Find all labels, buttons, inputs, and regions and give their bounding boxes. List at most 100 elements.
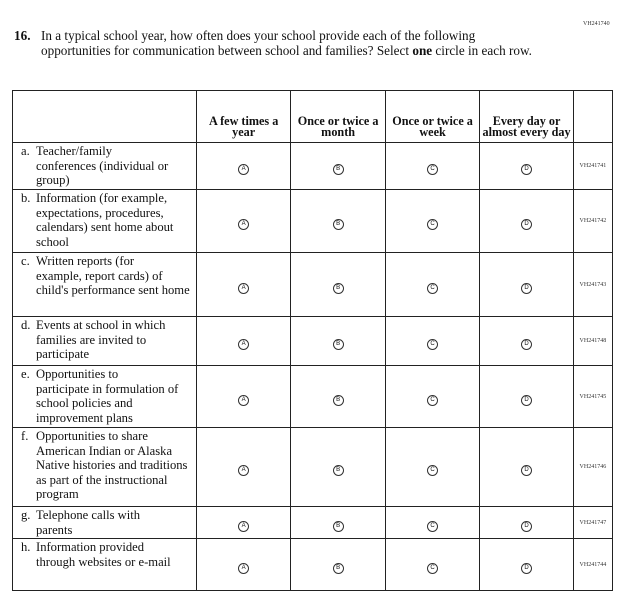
choice-cell: C <box>384 365 481 428</box>
choice-cell: B <box>290 189 386 253</box>
row-label: g. Telephone calls with parents <box>12 505 197 540</box>
row-label: d. Events at school in which families are … <box>12 316 197 366</box>
radio-circle[interactable]: A <box>238 164 250 175</box>
radio-circle[interactable]: C <box>427 394 439 406</box>
code-header <box>572 90 614 143</box>
radio-circle[interactable]: A <box>238 520 250 532</box>
question-text: 16. In a typical school year, how often … <box>14 28 534 58</box>
radio-circle[interactable]: D <box>521 520 533 532</box>
table-row: f. Opportunities to share American Indian … <box>12 427 614 507</box>
radio-circle[interactable]: A <box>238 219 250 230</box>
radio-circle[interactable]: B <box>332 520 344 532</box>
radio-circle[interactable]: D <box>521 562 533 574</box>
radio-circle[interactable]: D <box>521 164 533 175</box>
row-letter: b. <box>21 191 31 205</box>
item-code: VH241743 <box>572 252 614 317</box>
row-label: c. Written reports (for example, report ca… <box>12 252 197 317</box>
radio-circle[interactable]: B <box>332 219 344 230</box>
choice-cell: B <box>290 365 386 428</box>
row-label-text: example, report cards) of child's perfor… <box>36 268 190 298</box>
choice-cell: C <box>384 427 481 507</box>
row-label-text: participate in formulation of school pol… <box>36 381 179 425</box>
radio-circle[interactable]: D <box>521 339 533 350</box>
radio-circle[interactable]: A <box>238 339 250 350</box>
choice-cell: A <box>195 142 292 190</box>
radio-circle[interactable]: A <box>238 282 250 294</box>
item-code: VH241745 <box>572 365 614 428</box>
choice-cell: C <box>384 538 481 592</box>
radio-circle[interactable]: C <box>427 164 439 175</box>
radio-circle[interactable]: B <box>332 282 344 294</box>
row-letter: c. <box>21 254 30 268</box>
choice-cell: D <box>479 142 574 190</box>
question-number: 16. <box>14 28 31 43</box>
column-header: Once or twice a month <box>290 90 386 143</box>
table-row: c. Written reports (for example, report ca… <box>12 252 614 317</box>
row-letter: e. <box>21 367 30 381</box>
radio-circle[interactable]: B <box>332 562 344 574</box>
row-letter: f. <box>21 429 29 443</box>
row-letter: h. <box>21 540 31 555</box>
radio-circle[interactable]: C <box>427 520 439 532</box>
row-label: h. Information provided through websites o… <box>12 538 197 592</box>
row-label-text: families are invited to participate <box>36 332 147 362</box>
table-row: a. Teacher/family conferences (individual … <box>12 142 614 190</box>
choice-cell: D <box>479 252 574 317</box>
radio-circle[interactable]: C <box>427 465 439 476</box>
choice-cell: D <box>479 316 574 366</box>
column-header: Once or twice a week <box>384 90 481 143</box>
choice-cell: D <box>479 505 574 540</box>
row-label: e. Opportunities to participate in formula… <box>12 365 197 428</box>
choice-cell: B <box>290 427 386 507</box>
radio-circle[interactable]: A <box>238 562 250 574</box>
column-header: A few times a year <box>195 90 292 143</box>
choice-cell: D <box>479 365 574 428</box>
table-row: h. Information provided through websites o… <box>12 538 614 592</box>
row-label-text: Written reports (for <box>36 254 135 268</box>
radio-circle[interactable]: A <box>238 465 250 476</box>
radio-circle[interactable]: C <box>427 219 439 230</box>
radio-circle[interactable]: C <box>427 282 439 294</box>
choice-cell: C <box>384 252 481 317</box>
item-code: VH241748 <box>572 316 614 366</box>
radio-circle[interactable]: D <box>521 219 533 230</box>
choice-cell: C <box>384 316 481 366</box>
radio-circle[interactable]: B <box>332 339 344 350</box>
choice-cell: B <box>290 505 386 540</box>
row-label: f. Opportunities to share American Indian … <box>12 427 197 507</box>
radio-circle[interactable]: D <box>521 282 533 294</box>
item-code: VH241742 <box>572 189 614 253</box>
item-code: VH241741 <box>572 142 614 190</box>
choice-cell: A <box>195 316 292 366</box>
radio-circle[interactable]: C <box>427 562 439 574</box>
response-grid: A few times a year Once or twice a month O… <box>12 90 614 592</box>
choice-cell: A <box>195 252 292 317</box>
radio-circle[interactable]: D <box>521 394 533 406</box>
choice-cell: B <box>290 316 386 366</box>
choice-cell: B <box>290 538 386 592</box>
column-header: Every day or almost every day <box>479 90 574 143</box>
choice-cell: B <box>290 142 386 190</box>
radio-circle[interactable]: C <box>427 339 439 350</box>
choice-cell: C <box>384 189 481 253</box>
row-label: b. Information (for example, expectations,… <box>12 189 197 253</box>
item-code: VH241744 <box>572 538 614 592</box>
radio-circle[interactable]: D <box>521 465 533 476</box>
radio-circle[interactable]: B <box>332 465 344 476</box>
choice-cell: A <box>195 505 292 540</box>
row-label-text: expectations, procedures, calendars) sen… <box>36 205 174 249</box>
radio-circle[interactable]: A <box>238 394 250 406</box>
radio-circle[interactable]: B <box>332 394 344 406</box>
row-label-text: parents <box>36 522 73 537</box>
choice-cell: D <box>479 538 574 592</box>
row-label-text: Information provided <box>36 540 145 555</box>
row-label: a. Teacher/family conferences (individual … <box>12 142 197 190</box>
choice-cell: A <box>195 538 292 592</box>
row-letter: d. <box>21 318 31 332</box>
choice-cell: A <box>195 189 292 253</box>
choice-cell: C <box>384 505 481 540</box>
row-letter: g. <box>21 508 31 522</box>
table-row: e. Opportunities to participate in formula… <box>12 365 614 428</box>
radio-circle[interactable]: B <box>332 164 344 175</box>
row-letter: a. <box>21 144 30 158</box>
